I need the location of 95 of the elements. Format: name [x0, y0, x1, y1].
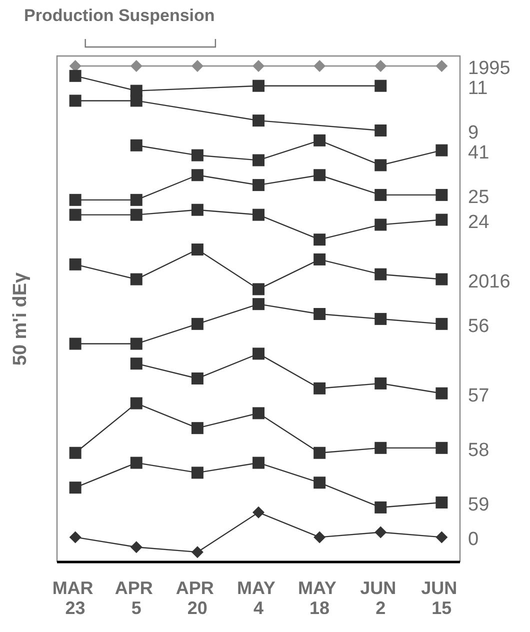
series-label: 58: [468, 440, 490, 461]
point: [191, 466, 204, 479]
point: [69, 70, 82, 82]
point: [252, 298, 264, 310]
point: [374, 80, 387, 92]
x-tick-label: APR 5: [114, 578, 158, 618]
point: [436, 531, 448, 544]
point: [252, 114, 264, 127]
point: [252, 179, 264, 192]
point: [374, 501, 387, 514]
point: [374, 526, 387, 538]
point: [191, 149, 204, 162]
point: [436, 318, 448, 330]
point: [130, 194, 142, 206]
point: [314, 531, 326, 544]
y-axis-title: 50 m'i dEγ: [10, 272, 31, 366]
point: [69, 531, 82, 544]
series-label: 57: [468, 385, 490, 406]
point: [374, 218, 387, 231]
point: [69, 446, 82, 459]
text: 11: [468, 78, 488, 99]
series-label: 59: [468, 494, 490, 516]
point: [130, 358, 142, 370]
point: [130, 208, 142, 221]
point: [130, 273, 142, 286]
x-tick-label: JUN 2: [360, 578, 402, 618]
series-label: 41: [468, 142, 490, 164]
point: [252, 208, 264, 221]
point: [436, 188, 448, 201]
point: [69, 258, 82, 270]
series-label: 1995: [468, 58, 510, 79]
point: [374, 188, 387, 201]
point: [191, 372, 204, 384]
point: [314, 382, 326, 394]
point: [130, 541, 142, 554]
point: [130, 456, 142, 469]
point: [314, 60, 326, 72]
point: [191, 546, 204, 558]
point: [191, 244, 204, 256]
point: [252, 506, 264, 518]
point: [252, 456, 264, 469]
point: [252, 407, 264, 420]
point: [252, 154, 264, 166]
point: [191, 204, 204, 216]
point: [69, 338, 82, 350]
point: [252, 60, 264, 72]
series-label: 24: [468, 212, 490, 233]
point: [130, 94, 142, 107]
point: [314, 446, 326, 459]
series-label: 0: [468, 529, 479, 550]
point: [374, 312, 387, 325]
point: [436, 214, 448, 226]
point: [130, 60, 142, 72]
point: [130, 338, 142, 350]
text: 9: [468, 122, 479, 144]
point: [436, 387, 448, 400]
point: [191, 60, 204, 72]
point: [374, 442, 387, 454]
point: [191, 422, 204, 434]
x-tick-label: MAY 18: [298, 578, 342, 618]
point: [69, 208, 82, 221]
point: [374, 124, 387, 136]
point: [436, 144, 448, 156]
point: [69, 94, 82, 107]
x-tick-label: MAR 23: [52, 578, 98, 618]
x-tick-label: JUN 15: [421, 578, 462, 618]
point: [374, 60, 387, 72]
point: [252, 348, 264, 360]
point: [374, 159, 387, 172]
point: [436, 60, 448, 72]
text: Production Suspension: [24, 6, 215, 25]
point: [314, 234, 326, 246]
point: [191, 318, 204, 330]
point: [314, 134, 326, 146]
x-tick-label: APR 20: [176, 578, 219, 618]
point: [374, 377, 387, 390]
point: [69, 194, 82, 206]
point: [374, 268, 387, 280]
point: [130, 139, 142, 152]
point: [436, 442, 448, 454]
point: [314, 308, 326, 320]
series-label: 2016: [468, 271, 510, 292]
point: [252, 80, 264, 92]
x-tick-label: MAY 4: [236, 578, 280, 618]
point: [130, 397, 142, 410]
series-label: 25: [468, 186, 490, 208]
point: [252, 283, 264, 296]
point: [314, 169, 326, 182]
point: [314, 476, 326, 489]
point: [69, 482, 82, 494]
point: [191, 169, 204, 182]
point: [436, 496, 448, 508]
point: [436, 273, 448, 286]
point: [314, 253, 326, 266]
series-label: 56: [468, 316, 490, 337]
